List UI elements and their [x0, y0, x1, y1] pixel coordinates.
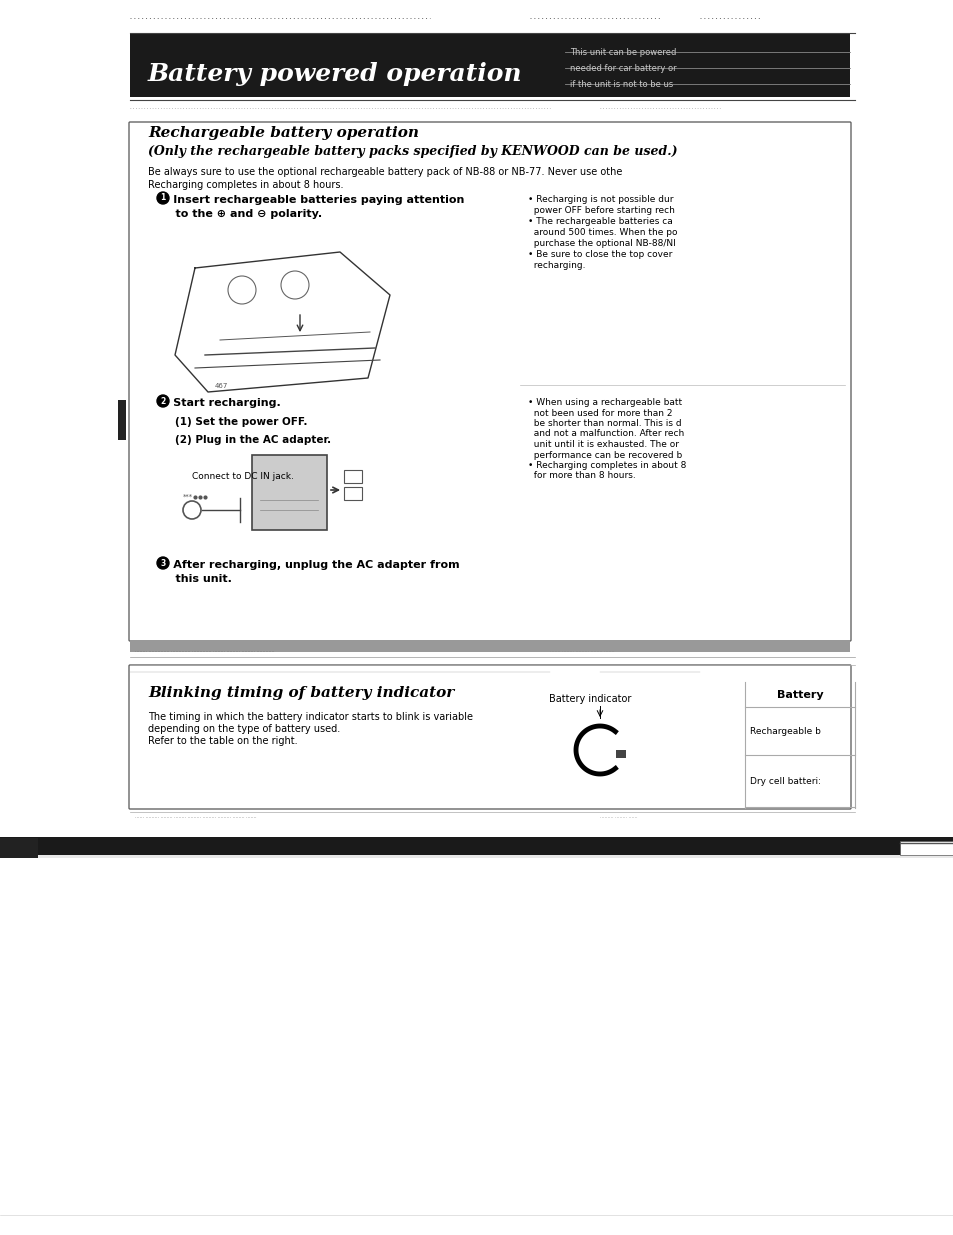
Bar — [899, 841, 953, 855]
FancyBboxPatch shape — [129, 122, 850, 641]
Text: needed for car battery or: needed for car battery or — [569, 64, 676, 73]
Bar — [0, 837, 953, 855]
Text: (Only the rechargeable battery packs specified by KENWOOD can be used.): (Only the rechargeable battery packs spe… — [148, 144, 677, 158]
Circle shape — [157, 557, 169, 569]
Bar — [130, 640, 849, 652]
Bar — [0, 839, 38, 860]
Text: Rechargeable b: Rechargeable b — [749, 726, 820, 736]
Circle shape — [157, 395, 169, 408]
Text: Battery powered operation: Battery powered operation — [148, 62, 522, 86]
Text: 2: 2 — [160, 396, 166, 405]
Text: ② Start recharging.: ② Start recharging. — [160, 398, 280, 408]
Text: Be always sure to use the optional rechargeable battery pack of NB-88 or NB-77. : Be always sure to use the optional recha… — [148, 167, 621, 190]
Text: ....... ........ ......... ........ .......: ....... ........ ......... ........ ....… — [550, 648, 614, 653]
Text: unit until it is exhausted. The or: unit until it is exhausted. The or — [527, 440, 679, 450]
Bar — [118, 400, 126, 440]
Text: Rechargeable battery operation: Rechargeable battery operation — [148, 126, 418, 140]
Text: ........ .............. ............. ............. ........ ......... .........: ........ .............. ............. ..… — [135, 648, 274, 653]
Text: Connect to DC IN jack.: Connect to DC IN jack. — [192, 472, 294, 480]
Text: (1) Set the power OFF.: (1) Set the power OFF. — [174, 417, 307, 427]
Text: ...... ......... ........ ........ ......... ......... ......... ........ ......: ...... ......... ........ ........ .....… — [135, 814, 256, 819]
Text: • When using a rechargeable batt: • When using a rechargeable batt — [527, 398, 681, 408]
Text: this unit.: this unit. — [160, 574, 232, 584]
Text: recharging.: recharging. — [527, 261, 585, 270]
Text: ① Insert rechargeable batteries paying attention
    to the ⊕ and ⊖ polarity.: ① Insert rechargeable batteries paying a… — [160, 195, 464, 219]
Text: performance can be recovered b: performance can be recovered b — [527, 451, 681, 459]
Bar — [344, 471, 361, 483]
Text: Dry cell batteri:: Dry cell batteri: — [749, 777, 821, 785]
Bar — [0, 858, 953, 1235]
Text: (2) Plug in the AC adapter.: (2) Plug in the AC adapter. — [174, 435, 331, 445]
Text: if the unit is not to be us: if the unit is not to be us — [569, 80, 673, 89]
Text: This unit can be powered: This unit can be powered — [569, 48, 676, 57]
Text: power OFF before starting rech: power OFF before starting rech — [527, 206, 674, 215]
Text: • Be sure to close the top cover: • Be sure to close the top cover — [527, 249, 672, 259]
Text: • Recharging completes in about 8: • Recharging completes in about 8 — [527, 461, 685, 471]
Text: Battery: Battery — [776, 690, 822, 700]
Bar — [616, 750, 625, 758]
Text: 1: 1 — [160, 194, 166, 203]
Circle shape — [157, 191, 169, 204]
Text: purchase the optional NB-88/NI: purchase the optional NB-88/NI — [527, 240, 675, 248]
Text: Battery indicator: Battery indicator — [548, 694, 631, 704]
Text: ......... ........ ......: ......... ........ ...... — [599, 814, 637, 819]
Text: be shorter than normal. This is d: be shorter than normal. This is d — [527, 419, 680, 429]
Text: around 500 times. When the po: around 500 times. When the po — [527, 228, 677, 237]
Bar — [130, 33, 849, 98]
Text: • The rechargeable batteries ca: • The rechargeable batteries ca — [527, 217, 672, 226]
Text: not been used for more than 2: not been used for more than 2 — [527, 409, 675, 417]
Bar — [0, 0, 953, 840]
FancyBboxPatch shape — [129, 664, 850, 809]
Text: ③ After recharging, unplug the AC adapter from: ③ After recharging, unplug the AC adapte… — [160, 559, 459, 571]
Text: and not a malfunction. After rech: and not a malfunction. After rech — [527, 430, 683, 438]
Text: 3: 3 — [160, 558, 166, 568]
Text: 467: 467 — [214, 383, 228, 389]
Text: depending on the type of battery used.: depending on the type of battery used. — [148, 724, 340, 734]
Text: Blinking timing of battery indicator: Blinking timing of battery indicator — [148, 685, 454, 700]
Text: The timing in which the battery indicator starts to blink is variable: The timing in which the battery indicato… — [148, 713, 473, 722]
Bar — [344, 487, 361, 500]
Text: ***: *** — [183, 494, 193, 500]
Text: for more than 8 hours.: for more than 8 hours. — [527, 472, 635, 480]
Text: • Recharging is not possible dur: • Recharging is not possible dur — [527, 195, 673, 204]
Bar — [252, 454, 327, 530]
Text: Refer to the table on the right.: Refer to the table on the right. — [148, 736, 297, 746]
